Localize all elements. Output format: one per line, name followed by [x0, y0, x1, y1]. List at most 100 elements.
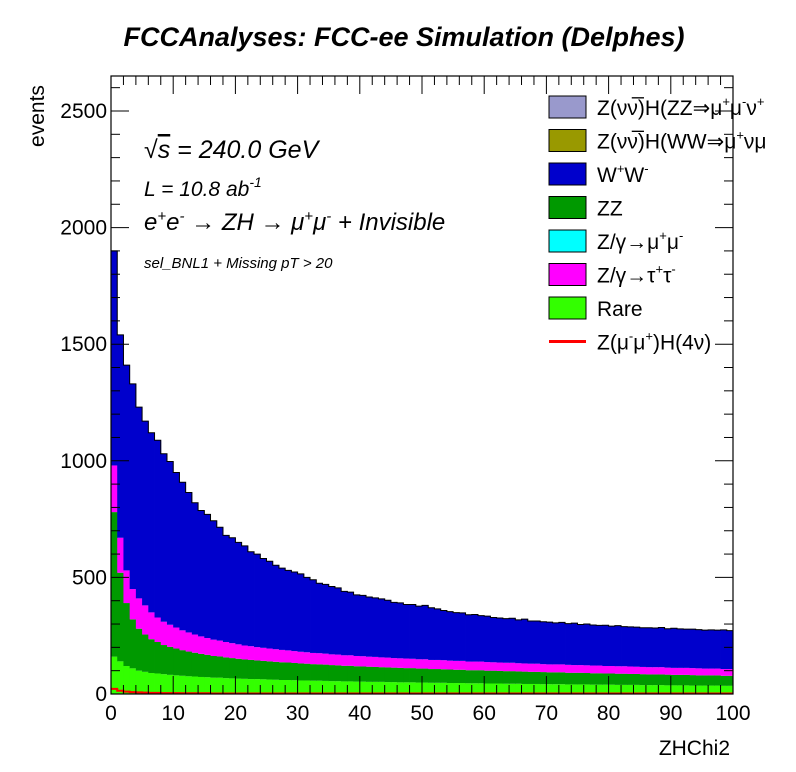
bar-z [726, 669, 734, 676]
bar-w-w [185, 492, 193, 633]
bar-w-w [341, 591, 348, 656]
bar-zz [297, 663, 305, 681]
bar-rare [235, 678, 243, 694]
bar-z [602, 666, 609, 674]
x-axis-label: ZHChi2 [659, 737, 730, 760]
bar-zz [285, 662, 292, 681]
bar-rare [415, 682, 423, 694]
bar-rare [173, 675, 180, 694]
bar-rare [639, 685, 647, 694]
bar-w-w [484, 616, 491, 663]
bar-zz [204, 654, 211, 678]
legend-entry: Z/γ→τ+τ- [548, 262, 676, 288]
bar-z [179, 630, 187, 651]
bar-w-w [714, 630, 721, 669]
bar-w-w [403, 604, 410, 659]
bar-rare [465, 683, 473, 694]
bar-zz [677, 674, 684, 686]
bar-w-w [390, 602, 398, 659]
bar-w-w [328, 586, 336, 655]
bar-zz [347, 665, 354, 682]
bar-zz [546, 672, 554, 685]
bar-z [235, 644, 243, 659]
y-axis-label: events [26, 85, 49, 147]
bar-zz [428, 669, 435, 683]
bar-z [397, 658, 404, 668]
bar-rare [266, 679, 274, 694]
text-part: τ [663, 265, 672, 288]
bar-rare [285, 680, 292, 694]
bar-w-w [446, 611, 454, 661]
bar-w-w [111, 250, 118, 466]
bar-z [160, 621, 168, 646]
x-tick-label: 70 [535, 702, 558, 725]
bar-w-w [347, 592, 354, 656]
bar-zz [247, 659, 255, 680]
bar-rare [583, 684, 591, 694]
bar-w-w [527, 621, 535, 664]
superscript: + [617, 161, 625, 176]
bar-rare [397, 682, 404, 694]
bar-z [477, 661, 485, 671]
bar-rare [701, 685, 709, 694]
bar-zz [639, 674, 647, 686]
bar-rare [272, 679, 280, 694]
text-part: μ [667, 231, 679, 254]
bar-rare [633, 684, 641, 694]
bar-rare [422, 682, 429, 694]
bar-zz [272, 661, 280, 680]
superscript: - [679, 228, 683, 243]
bar-zz [222, 657, 230, 679]
bar-zz [720, 675, 728, 686]
bar-zz [378, 667, 386, 682]
bar-rare [254, 679, 261, 694]
bar-z [278, 649, 286, 663]
bar-w-w [160, 453, 168, 622]
bar-z [372, 656, 379, 667]
superscript: - [671, 262, 675, 277]
text-part: Z/γ→τ [597, 265, 656, 288]
text-part: Rare [597, 298, 643, 321]
bar-w-w [565, 623, 572, 665]
text-part: μ [730, 97, 742, 120]
bar-rare [241, 678, 249, 694]
bar-z [446, 660, 454, 670]
bar-zz [359, 666, 367, 682]
bar-zz [117, 572, 124, 662]
bar-z [378, 657, 386, 668]
annotations: √s = 240.0 GeV L = 10.8 ab-1 e+e- → ZH →… [144, 136, 445, 272]
bar-w-w [260, 558, 267, 648]
bar-z [260, 647, 267, 661]
bar-zz [589, 673, 597, 685]
bar-z [154, 617, 162, 642]
bar-w-w [533, 621, 541, 664]
bar-w-w [639, 627, 647, 667]
bar-w-w [310, 579, 317, 653]
superscript: + [655, 262, 663, 277]
bar-rare [409, 682, 417, 694]
series-zz [111, 512, 734, 686]
bar-zz [714, 675, 721, 686]
bar-rare [160, 674, 168, 694]
legend-label: ZZ [597, 198, 623, 221]
bar-w-w [254, 554, 261, 648]
bar-z [403, 658, 410, 669]
bar-w-w [664, 628, 672, 668]
legend-swatch [548, 263, 587, 286]
x-tick-label: 100 [715, 702, 750, 725]
bar-w-w [645, 627, 653, 668]
bar-rare [533, 683, 541, 694]
bar-rare [552, 684, 560, 694]
bar-z [484, 662, 491, 671]
bar-w-w [434, 608, 442, 660]
bar-z [533, 663, 541, 672]
bar-rare [602, 684, 609, 694]
bar-zz [129, 619, 137, 669]
bar-rare [117, 661, 124, 694]
x-tick-label: 30 [286, 702, 309, 725]
bar-z [695, 668, 703, 676]
bar-w-w [123, 365, 131, 571]
bar-z [173, 627, 180, 649]
legend-label: Z/γ→μ+μ- [597, 228, 683, 254]
bar-w-w [117, 334, 124, 538]
